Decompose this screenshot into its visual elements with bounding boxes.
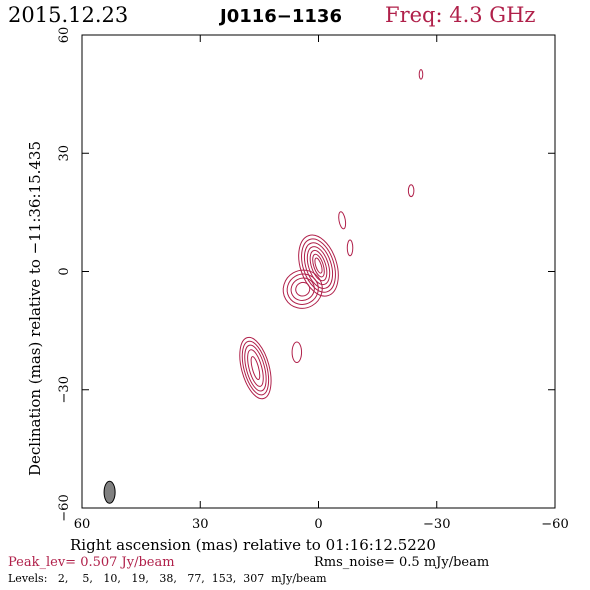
contour-ring [298,234,339,297]
y-tick-label: −60 [57,494,72,521]
contour-ring [306,246,331,286]
contour-layer [239,69,424,400]
contour-ring [407,184,415,198]
component-inner-jet [282,269,323,309]
contour-ring [250,356,261,381]
y-tick-label: 30 [57,145,72,162]
contour-levels: Levels: 2, 5, 10, 19, 38, 77, 153, 307 m… [8,572,327,585]
component-blob-5 [418,69,424,80]
y-tick-label: 0 [57,267,72,275]
contour-ring [303,242,334,289]
contour-ring [314,257,323,274]
component-jet-knot [239,336,272,400]
contour-ring [418,69,424,80]
x-tick-label: −60 [541,517,568,532]
y-axis-label: Declination (mas) relative to −11:36:15.… [26,141,44,476]
y-tick-label: −30 [57,376,72,403]
peak-level: Peak_lev= 0.507 Jy/beam [8,555,175,570]
contour-ring [291,341,303,364]
contour-ring [309,249,328,282]
contour-ring [282,269,323,309]
contour-ring [346,239,354,257]
x-tick-label: 60 [74,517,91,532]
rms-noise: Rms_noise= 0.5 mJy/beam [314,555,489,570]
observation-date: 2015.12.23 [8,3,128,27]
contour-ring [241,340,270,396]
x-tick-label: −30 [423,517,450,532]
contour-ring [244,344,267,392]
contour-ring [239,336,272,400]
contour-ring [290,277,315,301]
component-blob-3 [338,211,347,230]
axis-ticks [81,34,556,509]
component-blob-2 [346,239,354,257]
x-tick-label: 30 [192,517,209,532]
y-tick-labels: −60 −30 0 30 60 [57,27,72,522]
frequency-label: Freq: 4.3 GHz [385,3,535,27]
contour-ring [338,211,347,230]
component-blob-4 [407,184,415,198]
contour-ring [295,281,311,297]
contour-ring [247,349,264,387]
component-blob-1 [291,341,303,364]
x-axis-label: Right ascension (mas) relative to 01:16:… [70,536,436,554]
source-name: J0116−1136 [218,6,342,27]
x-tick-labels: 60 30 0 −30 −60 [74,517,569,532]
beam-ellipse [103,480,116,504]
y-tick-label: 60 [57,27,72,44]
x-tick-label: 0 [314,517,322,532]
contour-ring [286,273,319,305]
contour-ring [312,253,325,278]
